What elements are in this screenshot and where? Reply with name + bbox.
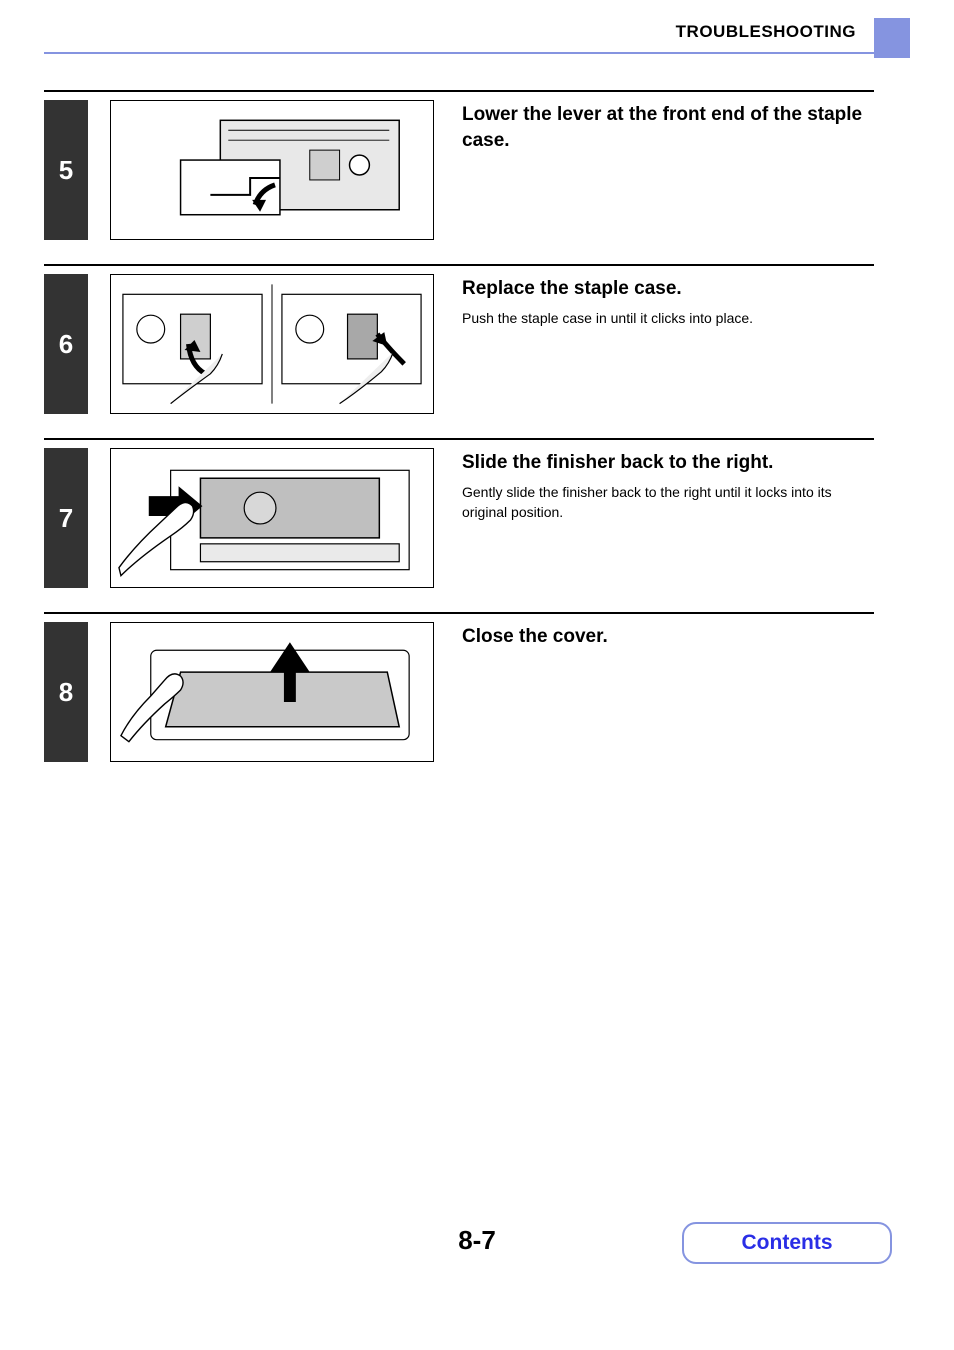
staple-case-lever-icon <box>111 100 433 240</box>
step-body: 6 <box>44 274 874 414</box>
header-rule <box>44 52 874 54</box>
step-text: Close the cover. <box>462 622 874 762</box>
step-title: Lower the lever at the front end of the … <box>462 102 874 153</box>
step-text: Lower the lever at the front end of the … <box>462 100 874 240</box>
step-body: 8 Close the cover. <box>44 622 874 762</box>
step-rule <box>44 438 874 440</box>
step-illustration <box>110 100 434 240</box>
steps-container: 5 Lower the lever at the front end of th… <box>44 90 874 786</box>
step-number: 8 <box>44 622 88 762</box>
step-description: Gently slide the finisher back to the ri… <box>462 482 874 523</box>
contents-button[interactable]: Contents <box>682 1222 892 1264</box>
step-description: Push the staple case in until it clicks … <box>462 308 874 328</box>
page-header: TROUBLESHOOTING <box>0 22 954 50</box>
step-illustration <box>110 622 434 762</box>
step-number: 7 <box>44 448 88 588</box>
step-body: 7 Slide the finisher back to the right. … <box>44 448 874 588</box>
step-8: 8 Close the cover. <box>44 612 874 762</box>
replace-staple-case-icon <box>111 274 433 414</box>
step-5: 5 Lower the lever at the front end of th… <box>44 90 874 240</box>
section-title: TROUBLESHOOTING <box>676 22 856 42</box>
step-number: 6 <box>44 274 88 414</box>
step-rule <box>44 612 874 614</box>
step-body: 5 Lower the lever at the front end of th… <box>44 100 874 240</box>
step-number: 5 <box>44 100 88 240</box>
step-text: Slide the finisher back to the right. Ge… <box>462 448 874 588</box>
step-title: Replace the staple case. <box>462 276 874 302</box>
step-title: Slide the finisher back to the right. <box>462 450 874 476</box>
step-rule <box>44 264 874 266</box>
step-illustration <box>110 448 434 588</box>
step-rule <box>44 90 874 92</box>
step-text: Replace the staple case. Push the staple… <box>462 274 874 414</box>
close-cover-icon <box>111 622 433 762</box>
header-accent-tab <box>874 18 910 58</box>
step-6: 6 <box>44 264 874 414</box>
step-illustration <box>110 274 434 414</box>
step-7: 7 Slide the finisher back to the right. … <box>44 438 874 588</box>
step-title: Close the cover. <box>462 624 874 650</box>
slide-finisher-icon <box>111 448 433 588</box>
